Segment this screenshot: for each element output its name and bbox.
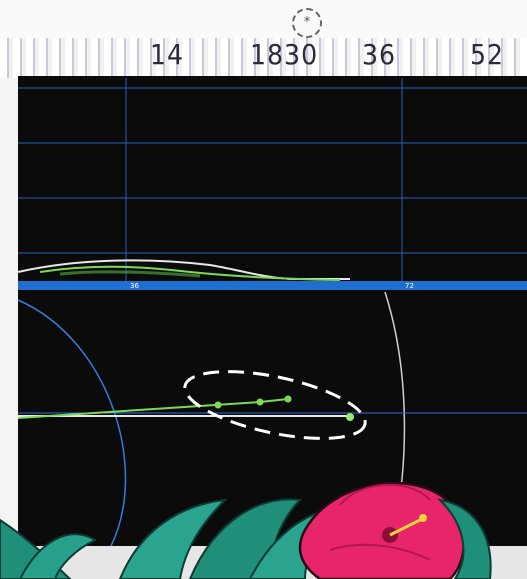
track-green (17, 398, 289, 419)
terrain-shadow (59, 270, 201, 278)
readout-3: 36 (362, 38, 397, 71)
range-arc-left (17, 299, 127, 549)
vessel-marker (346, 413, 354, 421)
terrain-trace-white (17, 259, 350, 280)
grid-lines (18, 78, 527, 285)
dashed-zone-ellipse (183, 370, 367, 440)
waypoint-2 (256, 398, 264, 406)
paper-top-strip (0, 0, 527, 42)
readout-2: 1830 (250, 38, 319, 71)
waypoint-1 (214, 401, 222, 409)
waypoint-3 (284, 395, 292, 403)
divider-band (18, 281, 527, 290)
axis-mark-72: 72 (405, 282, 414, 290)
readout-1: 14 (150, 38, 185, 71)
axis-mark-36: 36 (130, 282, 139, 290)
palm-leaves (0, 498, 332, 579)
readout-4: 52 (470, 38, 505, 71)
terrain-trace-green (39, 265, 341, 281)
hibiscus-flower (298, 481, 492, 579)
compass-icon: * (292, 8, 322, 38)
sonar-screen (18, 76, 527, 546)
readout-bar: 14 1830 36 52 (0, 38, 527, 78)
